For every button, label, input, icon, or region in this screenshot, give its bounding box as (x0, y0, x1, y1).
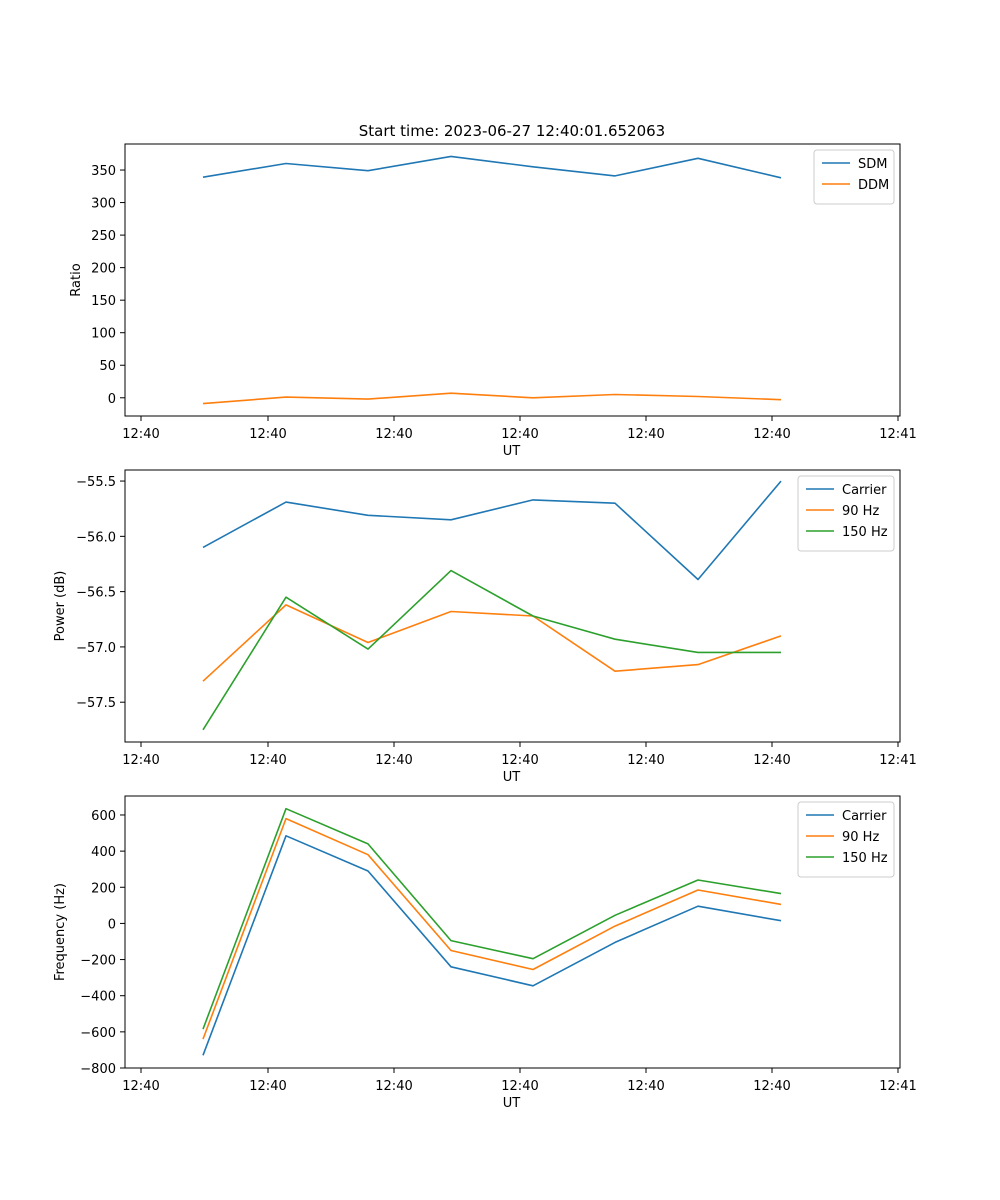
legend-label: DDM (858, 178, 889, 193)
legend-label: 150 Hz (842, 525, 888, 540)
y-tick-label: −200 (80, 954, 116, 969)
y-tick-label: 100 (91, 327, 116, 342)
x-tick-label: 12:40 (375, 1079, 412, 1094)
legend: Carrier 90 Hz 150 Hz (797, 801, 895, 878)
legend-label: 90 Hz (842, 830, 879, 845)
y-tick-label: 600 (91, 809, 116, 824)
y-tick-label: 50 (99, 359, 116, 374)
plot-frame (124, 795, 901, 1069)
chart-1: 12:40 12:40 12:40 12:40 12:40 12:40 12:41 UT 0 50… (69, 143, 917, 459)
y-tick-label: −57.0 (76, 641, 116, 656)
x-axis-label: UT (503, 770, 521, 785)
x-axis-label: UT (503, 444, 521, 459)
series-line-carrier (202, 834, 782, 1056)
series-line-150-hz (202, 569, 781, 731)
plot-frame (124, 143, 901, 417)
chart-3: 12:40 12:40 12:40 12:40 12:40 12:40 12:41 UT −80… (53, 795, 917, 1111)
series-line-carrier (202, 480, 782, 581)
y-tick-label: −55.5 (76, 475, 116, 490)
legend-box (797, 801, 895, 878)
x-tick-label: 12:40 (249, 427, 286, 442)
x-tick-label: 12:40 (122, 427, 159, 442)
y-tick-label: 250 (91, 229, 116, 244)
x-tick-label: 12:40 (249, 1079, 286, 1094)
x-axis-label: UT (503, 1096, 521, 1111)
x-tick-label: 12:40 (375, 753, 412, 768)
legend: SDM DDM (813, 149, 895, 205)
x-tick-label: 12:40 (627, 753, 664, 768)
x-tick-label: 12:40 (249, 753, 286, 768)
y-tick-label: 0 (108, 917, 116, 932)
series-line-sdm (202, 155, 782, 179)
y-tick-label: 200 (91, 881, 116, 896)
y-tick-label: 150 (91, 294, 116, 309)
x-tick-label: 12:40 (375, 427, 412, 442)
legend-box (797, 475, 895, 552)
chart-panels: 12:40 12:40 12:40 12:40 12:40 12:40 12:41 UT 0 50… (53, 143, 917, 1111)
y-tick-label: −800 (80, 1062, 116, 1077)
x-tick-label: 12:41 (879, 1079, 916, 1094)
legend: Carrier 90 Hz 150 Hz (797, 475, 895, 552)
x-tick-label: 12:41 (879, 427, 916, 442)
y-axis-label: Frequency (Hz) (53, 883, 68, 981)
y-tick-label: 350 (91, 164, 116, 179)
x-tick-label: 12:40 (501, 753, 538, 768)
legend-label: Carrier (842, 483, 887, 498)
y-tick-label: 300 (91, 197, 116, 212)
x-tick-label: 12:40 (627, 427, 664, 442)
x-tick-label: 12:40 (753, 1079, 790, 1094)
x-tick-label: 12:41 (879, 753, 916, 768)
y-tick-label: 200 (91, 262, 116, 277)
y-axis-label: Power (dB) (53, 571, 68, 642)
x-tick-label: 12:40 (501, 1079, 538, 1094)
y-tick-label: −400 (80, 990, 116, 1005)
series-line-90-hz (202, 604, 782, 682)
series-line-150-hz (202, 807, 782, 1030)
plot-frame (124, 469, 901, 743)
x-tick-label: 12:40 (501, 427, 538, 442)
series-line-ddm (202, 392, 782, 405)
legend-label: Carrier (842, 809, 887, 824)
x-tick-label: 12:40 (753, 753, 790, 768)
legend-label: 150 Hz (842, 851, 888, 866)
y-axis-label: Ratio (69, 263, 84, 296)
y-tick-label: −600 (80, 1026, 116, 1041)
legend-label: 90 Hz (842, 504, 879, 519)
legend-label: SDM (858, 157, 887, 172)
figure-title: Start time: 2023-06-27 12:40:01.652063 (359, 122, 665, 140)
x-tick-label: 12:40 (627, 1079, 664, 1094)
y-tick-label: −57.5 (76, 696, 116, 711)
y-tick-label: −56.0 (76, 530, 116, 545)
chart-2: 12:40 12:40 12:40 12:40 12:40 12:40 12:41 UT −57… (53, 469, 917, 785)
series-line-90-hz (202, 817, 782, 1040)
x-tick-label: 12:40 (122, 753, 159, 768)
y-tick-label: −56.5 (76, 586, 116, 601)
x-tick-label: 12:40 (753, 427, 790, 442)
x-tick-label: 12:40 (122, 1079, 159, 1094)
y-tick-label: 400 (91, 845, 116, 860)
y-tick-label: 0 (108, 392, 116, 407)
